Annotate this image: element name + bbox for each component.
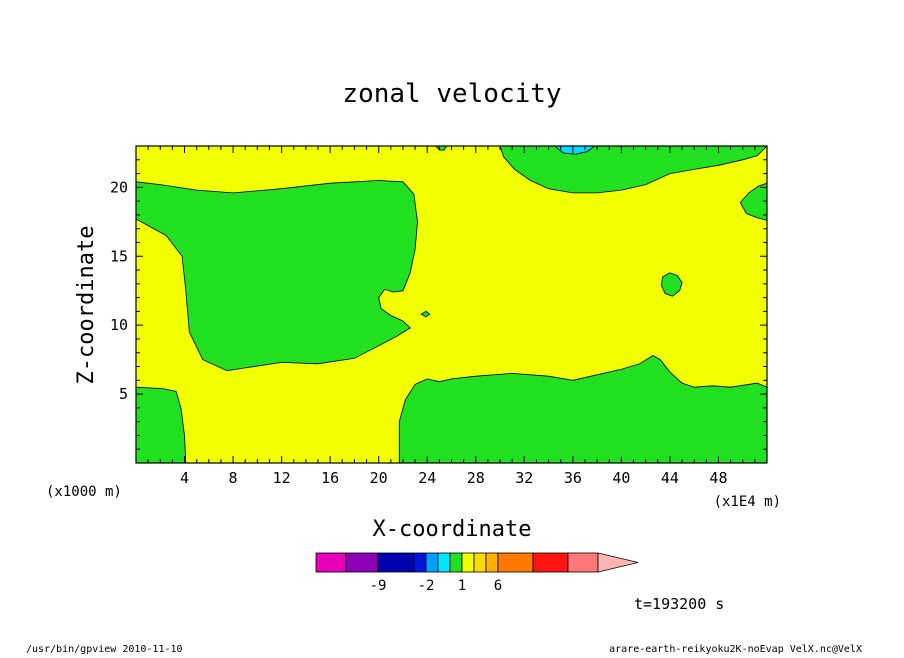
colorbar-swatch bbox=[437, 552, 451, 573]
colorbar-swatch bbox=[425, 552, 439, 573]
contour-region-upper-left-green bbox=[135, 180, 418, 372]
x-tick-label: 32 bbox=[515, 469, 533, 487]
x-tick-label: 36 bbox=[564, 469, 582, 487]
contour-region-small-green-blob bbox=[660, 272, 683, 297]
footer-left: /usr/bin/gpview 2010-11-10 bbox=[26, 644, 183, 654]
colorbar-swatch bbox=[567, 552, 599, 573]
y-tick-label: 20 bbox=[110, 178, 128, 196]
x-tick-label: 48 bbox=[709, 469, 727, 487]
colorbar-swatch bbox=[315, 552, 347, 573]
colorbar-swatch bbox=[473, 552, 487, 573]
colorbar-arrow bbox=[597, 552, 639, 573]
footer-right: arare-earth-reikyoku2K-noEvap_VelX.nc@Ve… bbox=[609, 644, 862, 654]
y-axis-ticks: 5 10 15 20 bbox=[110, 145, 767, 464]
colorbar-swatch bbox=[345, 552, 379, 573]
colorbar-label: -9 bbox=[370, 578, 387, 594]
x-axis-ticks: 4 8 12 16 20 24 28 32 36 40 44 48 bbox=[135, 146, 768, 487]
x-tick-label: 20 bbox=[370, 469, 388, 487]
y-axis-label: Z-coordinate bbox=[74, 226, 99, 385]
x-tick-label: 12 bbox=[273, 469, 291, 487]
contour-region-top-right-green bbox=[499, 145, 768, 194]
x-tick-label: 16 bbox=[321, 469, 339, 487]
y-tick-label: 15 bbox=[110, 247, 128, 265]
x-tick-label: 8 bbox=[229, 469, 238, 487]
x-tick-label: 28 bbox=[467, 469, 485, 487]
colorbar-swatch bbox=[413, 552, 427, 573]
colorbar-label: 6 bbox=[494, 578, 502, 594]
colorbar-swatch bbox=[532, 552, 569, 573]
colorbar-swatch bbox=[377, 552, 415, 573]
x-unit-right: (x1E4 m) bbox=[714, 494, 781, 510]
colorbar-label: 1 bbox=[458, 578, 466, 594]
chart-title: zonal velocity bbox=[342, 79, 561, 109]
colorbar-swatch bbox=[461, 552, 475, 573]
colorbar-swatch bbox=[449, 552, 463, 573]
contour-region-right-edge-green bbox=[739, 182, 768, 221]
y-tick-label: 5 bbox=[119, 385, 128, 403]
x-tick-label: 4 bbox=[180, 469, 189, 487]
contour-region-lower-right-green bbox=[398, 355, 768, 464]
contour-region-tiny-contour bbox=[420, 310, 431, 318]
x-axis-label: X-coordinate bbox=[373, 517, 532, 542]
x-tick-label: 24 bbox=[418, 469, 436, 487]
colorbar-swatch bbox=[497, 552, 534, 573]
colorbar-label: -2 bbox=[418, 578, 435, 594]
y-tick-label: 10 bbox=[110, 316, 128, 334]
x-unit-left: (x1000 m) bbox=[46, 484, 122, 500]
x-tick-label: 40 bbox=[612, 469, 630, 487]
colorbar: -9 -2 1 6 bbox=[315, 552, 639, 594]
contour-region-lower-left-green bbox=[135, 386, 187, 464]
colorbar-swatch bbox=[485, 552, 499, 573]
x-tick-label: 44 bbox=[661, 469, 679, 487]
time-label: t=193200 s bbox=[634, 595, 724, 613]
